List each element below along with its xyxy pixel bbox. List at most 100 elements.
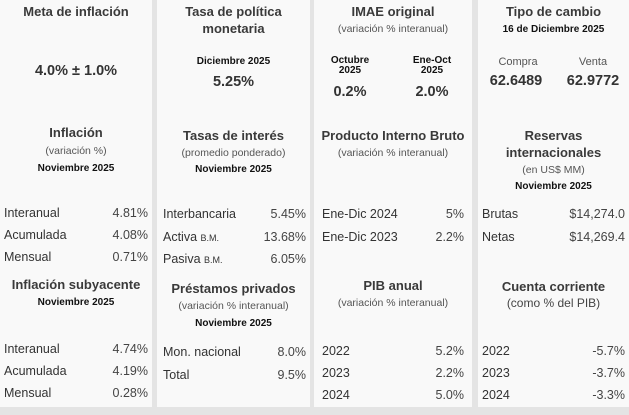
imae-label-line: Octubre [330, 55, 370, 66]
compra-label: Compra [498, 56, 538, 68]
tipo-cambio-title: Tipo de cambio [505, 4, 602, 19]
tipo-cambio-date: 16 de Diciembre 2025 [502, 24, 605, 35]
row-value: 9.5% [277, 368, 307, 382]
row-label: 2024 [482, 388, 510, 402]
row-label: 2022 [322, 344, 350, 358]
row-value: $14,269.4 [569, 230, 625, 244]
subyacente-row: Mensual 0.28% [4, 386, 148, 400]
tasas-subtitle: (promedio ponderado) [181, 147, 286, 159]
row-label: 2024 [322, 388, 350, 402]
column-inflation: Meta de inflación 4.0% ± 1.0% Inflación … [0, 0, 152, 407]
row-value: -3.3% [592, 388, 625, 402]
venta-label: Venta [578, 56, 608, 68]
subyacente-row: Acumulada 4.19% [4, 364, 148, 378]
reservas-row: Netas $14,269.4 [482, 230, 625, 244]
pib-anual-row: 2022 5.2% [322, 344, 464, 358]
cuenta-row: 2022 -5.7% [482, 344, 625, 358]
imae-label-line: 2025 [338, 65, 362, 76]
imae-label-line: 2025 [420, 65, 444, 76]
reservas-title-2: internacionales [505, 145, 602, 160]
pib-row: Ene-Dic 2023 2.2% [322, 230, 464, 244]
inflacion-date: Noviembre 2025 [37, 163, 115, 174]
row-value: 4.19% [112, 364, 148, 378]
row-value: 4.74% [112, 342, 148, 356]
row-value: 5.2% [435, 344, 465, 358]
row-value: 2.2% [435, 230, 465, 244]
inflacion-subtitle: (variación %) [45, 145, 107, 157]
tasas-title: Tasas de interés [183, 128, 284, 143]
pib-anual-title: PIB anual [363, 278, 423, 293]
reservas-title: Reservas [524, 128, 583, 143]
row-value: $14,274.0 [569, 207, 625, 221]
row-label: 2023 [482, 366, 510, 380]
meta-inflacion-value: 4.0% ± 1.0% [34, 63, 118, 79]
tasas-row: Interbancaria 5.45% [163, 207, 306, 221]
reservas-row: Brutas $14,274.0 [482, 207, 625, 221]
cuenta-row: 2024 -3.3% [482, 388, 625, 402]
reservas-date: Noviembre 2025 [515, 181, 592, 192]
row-label: 2022 [482, 344, 510, 358]
row-label: Netas [482, 230, 515, 244]
tpm-value: 5.25% [212, 74, 255, 90]
row-label: Ene-Dic 2023 [322, 230, 398, 244]
inflacion-title: Inflación [49, 125, 103, 140]
compra-value: 62.6489 [489, 73, 543, 89]
row-value: 13.68% [263, 230, 306, 244]
row-label: Interanual [4, 206, 60, 220]
prestamos-date: Noviembre 2025 [195, 318, 272, 329]
imae-subtitle: (variación % interanual) [337, 23, 449, 35]
row-value: 6.05% [270, 252, 306, 266]
pib-row: Ene-Dic 2024 5% [322, 207, 464, 221]
row-suffix: B.M. [204, 255, 223, 265]
column-rates: Tasa de política monetaria Diciembre 202… [157, 0, 310, 407]
tpm-date: Diciembre 2025 [196, 56, 271, 67]
row-value: 8.0% [277, 345, 307, 359]
row-value: -3.7% [592, 366, 625, 380]
prestamos-subtitle: (variación % interanual) [178, 300, 289, 312]
row-suffix: B.M. [200, 233, 220, 243]
tasas-row: Pasiva B.M. 6.05% [163, 252, 306, 266]
row-value: -5.7% [592, 344, 625, 358]
tasas-row: Activa B.M. 13.68% [163, 230, 306, 244]
row-label: Ene-Dic 2024 [322, 207, 398, 221]
row-label: Interanual [4, 342, 60, 356]
pib-anual-subtitle: (variación % interanual) [337, 297, 449, 309]
row-label: Total [163, 368, 190, 382]
reservas-subtitle: (en US$ MM) [522, 164, 585, 176]
imae-value: 0.2% [333, 84, 367, 100]
row-label: Mensual [4, 250, 52, 264]
column-activity: IMAE original (variación % interanual) O… [314, 0, 472, 407]
imae-item-label: Ene-Oct 2025 [402, 56, 462, 76]
column-external: Tipo de cambio 16 de Diciembre 2025 Comp… [478, 0, 629, 407]
row-label: Acumulada [4, 364, 67, 378]
inflacion-row: Mensual 0.71% [4, 250, 148, 264]
inflacion-row: Acumulada 4.08% [4, 228, 148, 242]
imae-value: 2.0% [415, 84, 449, 100]
pib-subtitle: (variación % interanual) [337, 147, 449, 159]
row-value: 4.08% [112, 228, 148, 242]
cuenta-row: 2023 -3.7% [482, 366, 625, 380]
row-value: 5.45% [270, 207, 306, 221]
meta-inflacion-title: Meta de inflación [23, 4, 129, 19]
subyacente-date: Noviembre 2025 [37, 297, 115, 308]
row-value: 0.28% [112, 386, 148, 400]
row-label: Brutas [482, 207, 519, 221]
imae-item-label: Octubre 2025 [320, 56, 380, 76]
subyacente-title: Inflación subyacente [11, 277, 141, 292]
row-label: Pasiva [163, 252, 201, 266]
pib-title: Producto Interno Bruto [321, 128, 465, 143]
imae-label-line: Ene-Oct [412, 55, 452, 66]
tasas-date: Noviembre 2025 [195, 164, 272, 175]
pib-anual-row: 2023 2.2% [322, 366, 464, 380]
subyacente-row: Interanual 4.74% [4, 342, 148, 356]
prestamos-row: Mon. nacional 8.0% [163, 345, 306, 359]
row-value: 5% [445, 207, 464, 221]
cuenta-subtitle: (como % del PIB) [506, 296, 601, 310]
tpm-title: Tasa de política [185, 4, 282, 19]
cuenta-title: Cuenta corriente [501, 279, 606, 294]
row-value: 0.71% [112, 250, 148, 264]
prestamos-title: Préstamos privados [171, 281, 296, 296]
row-value: 4.81% [112, 206, 148, 220]
venta-value: 62.9772 [566, 73, 620, 89]
row-label: Mon. nacional [163, 345, 241, 359]
